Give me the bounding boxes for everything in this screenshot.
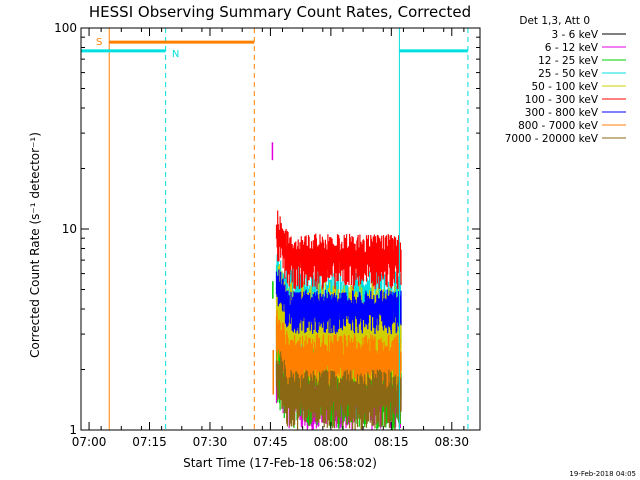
x-tick-label: 08:00: [314, 435, 349, 449]
x-tick-label: 07:00: [72, 435, 107, 449]
legend-label: 3 - 6 keV: [551, 29, 598, 41]
legend-entry: 6 - 12 keV: [545, 42, 626, 54]
x-tick-label: 08:15: [374, 435, 409, 449]
plot-area: SN 07:00 07:15 07:30 07:45 08:00 08:15 08:3011…: [54, 21, 481, 449]
legend-label: 12 - 25 keV: [538, 55, 599, 67]
legend-label: 50 - 100 keV: [531, 81, 598, 93]
legend-entry: 300 - 800 keV: [525, 107, 626, 119]
x-tick-label: 08:30: [434, 435, 469, 449]
legend-label: 25 - 50 keV: [538, 68, 599, 80]
series-800-7000-kev: [275, 309, 402, 395]
legend-label: 100 - 300 keV: [525, 94, 599, 106]
legend-header: Det 1,3, Att 0: [519, 15, 590, 27]
series-100-300-kev: [275, 210, 402, 290]
date-stamp: 19-Feb-2018 04:05: [569, 470, 636, 478]
tick-layer: 07:00 07:15 07:30 07:45 08:00 08:15 08:30 1 10 10…: [54, 21, 480, 449]
legend-label: 800 - 7000 keV: [518, 120, 599, 132]
series-strokes: [275, 210, 402, 290]
y-tick-label: 100: [54, 21, 77, 35]
night-label: N: [172, 49, 179, 60]
chart-title: HESSI Observing Summary Count Rates, Cor…: [89, 3, 471, 21]
y-tick-label: 1: [69, 423, 77, 437]
series-strokes: [275, 309, 402, 395]
legend-label: 7000 - 20000 keV: [505, 133, 599, 145]
annotation-layer: SN: [80, 28, 469, 430]
legend-entry: 800 - 7000 keV: [518, 120, 626, 132]
x-tick-label: 07:15: [132, 435, 167, 449]
x-axis-label: Start Time (17-Feb-18 06:58:02): [183, 456, 377, 470]
legend-entry: 50 - 100 keV: [531, 81, 626, 93]
legend-entry: 25 - 50 keV: [538, 68, 626, 80]
series-strokes: [275, 351, 402, 430]
data-layer: [271, 142, 402, 430]
legend-entry: 3 - 6 keV: [551, 29, 626, 41]
series-strokes: [275, 269, 402, 335]
saa-label: S: [96, 37, 102, 48]
legend-label: 300 - 800 keV: [525, 107, 599, 119]
legend-entry: 7000 - 20000 keV: [505, 133, 626, 145]
series-7000-20000-kev: [275, 351, 402, 430]
legend-entry: 12 - 25 keV: [538, 55, 626, 67]
y-axis-label: Corrected Count Rate (s⁻¹ detector⁻¹): [28, 132, 42, 358]
x-tick-label: 07:30: [193, 435, 228, 449]
series-300-800-kev: [275, 269, 402, 335]
y-tick-label: 10: [62, 222, 77, 236]
x-tick-label: 07:45: [253, 435, 288, 449]
legend-label: 6 - 12 keV: [545, 42, 599, 54]
legend-entry: 100 - 300 keV: [525, 94, 626, 106]
